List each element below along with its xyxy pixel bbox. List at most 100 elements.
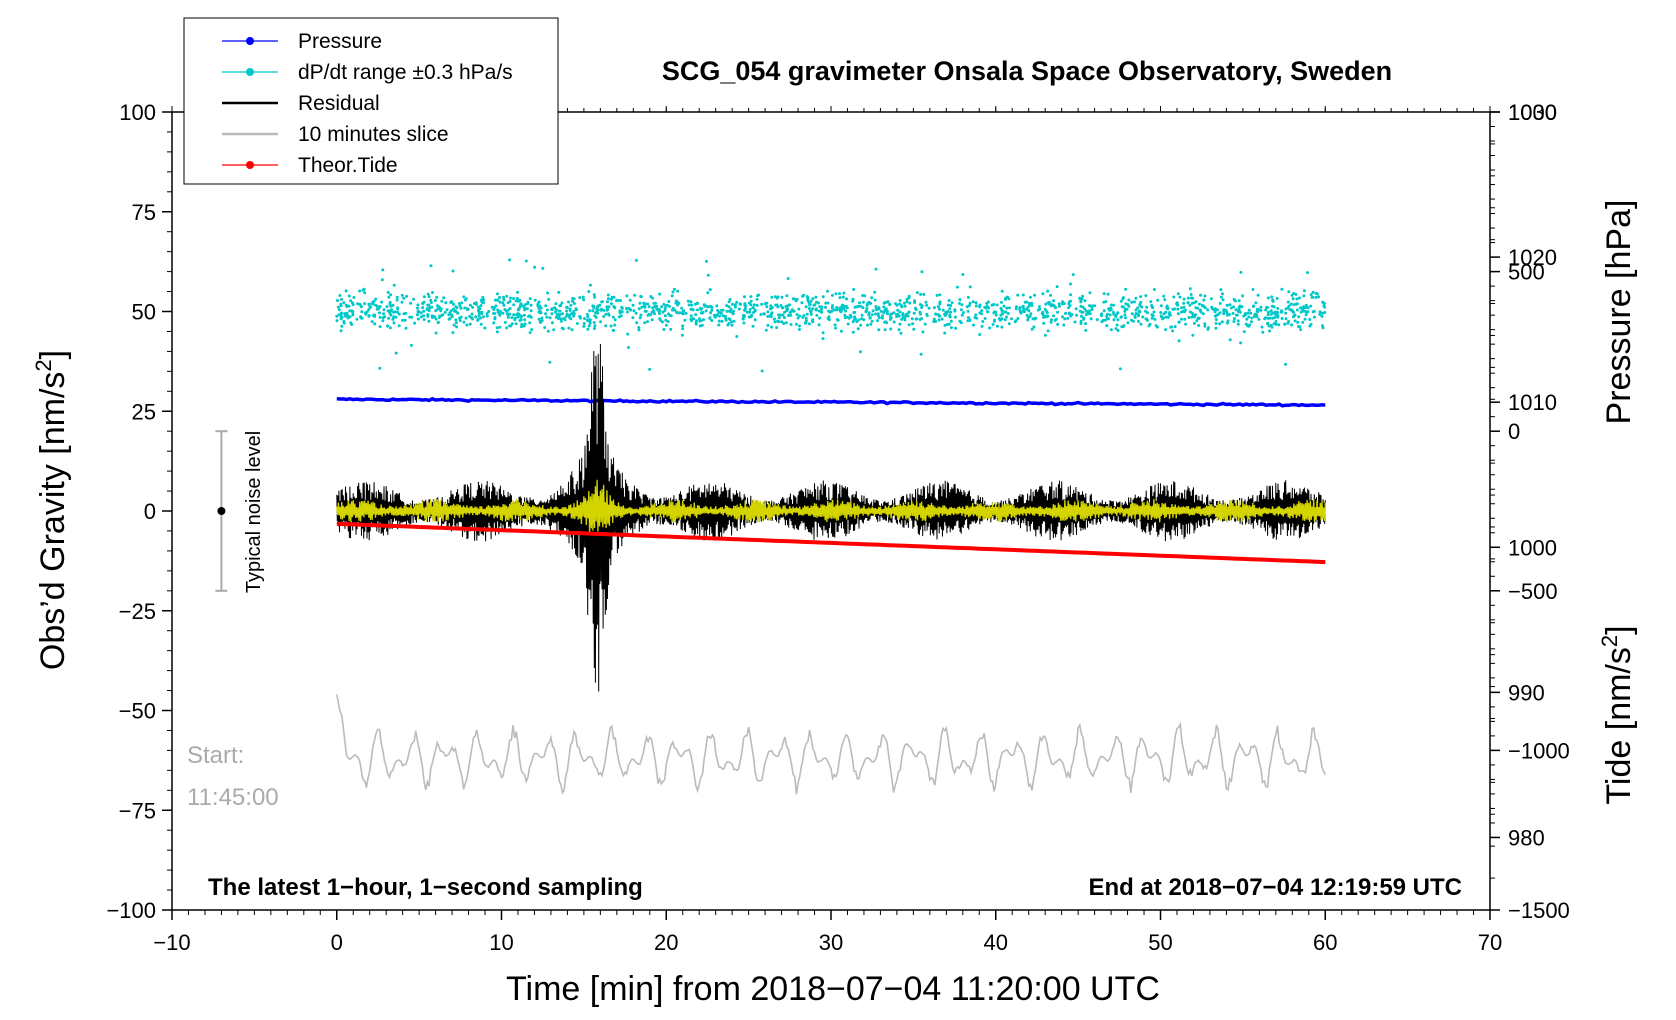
dpdt-point bbox=[1037, 305, 1041, 308]
dpdt-point bbox=[508, 307, 512, 310]
dpdt-point bbox=[422, 318, 426, 321]
dpdt-point bbox=[1003, 318, 1007, 322]
bottom-left-note: The latest 1−hour, 1−second sampling bbox=[208, 874, 643, 901]
dpdt-point bbox=[394, 315, 398, 319]
dpdt-point bbox=[454, 318, 458, 322]
dpdt-point bbox=[708, 288, 712, 292]
dpdt-point bbox=[745, 310, 749, 314]
dpdt-point bbox=[920, 270, 924, 274]
dpdt-point bbox=[804, 319, 808, 323]
dpdt-point bbox=[1124, 302, 1128, 306]
dpdt-point bbox=[958, 319, 962, 323]
dpdt-point bbox=[1293, 319, 1297, 323]
dpdt-point bbox=[971, 300, 975, 304]
dpdt-point bbox=[983, 317, 987, 320]
dpdt-point bbox=[1123, 309, 1127, 313]
dpdt-point bbox=[462, 320, 466, 324]
dpdt-point bbox=[730, 302, 734, 306]
dpdt-point bbox=[416, 303, 420, 307]
y-left-tick-label: −50 bbox=[119, 699, 156, 724]
dpdt-point bbox=[879, 309, 883, 313]
dpdt-point bbox=[843, 313, 847, 317]
dpdt-point bbox=[1159, 311, 1163, 314]
dpdt-point bbox=[748, 310, 752, 314]
dpdt-point bbox=[1209, 297, 1213, 301]
dpdt-point bbox=[559, 319, 563, 323]
dpdt-point bbox=[901, 312, 905, 316]
dpdt-point bbox=[898, 299, 902, 302]
dpdt-point bbox=[934, 312, 938, 316]
dpdt-point bbox=[1021, 304, 1025, 308]
dpdt-point bbox=[389, 293, 393, 297]
dpdt-point bbox=[886, 300, 890, 304]
dpdt-point bbox=[949, 304, 953, 307]
dpdt-point bbox=[817, 309, 821, 313]
dpdt-point bbox=[582, 324, 586, 328]
dpdt-point bbox=[680, 333, 684, 337]
dpdt-point bbox=[849, 314, 853, 318]
dpdt-point bbox=[727, 317, 731, 321]
dpdt-point bbox=[451, 331, 455, 335]
dpdt-point bbox=[921, 330, 925, 334]
dpdt-point bbox=[1284, 362, 1288, 366]
dpdt-point bbox=[1292, 310, 1295, 314]
dpdt-point bbox=[834, 292, 838, 296]
dpdt-point bbox=[343, 314, 347, 318]
dpdt-point bbox=[583, 317, 586, 320]
dpdt-point bbox=[1151, 306, 1155, 310]
dpdt-point bbox=[519, 303, 523, 307]
dpdt-point bbox=[545, 315, 549, 319]
dpdt-point bbox=[877, 328, 881, 332]
dpdt-point bbox=[1182, 305, 1186, 309]
dpdt-point bbox=[482, 298, 486, 302]
dpdt-point bbox=[908, 301, 912, 305]
dpdt-point bbox=[680, 311, 684, 315]
dpdt-point bbox=[813, 303, 817, 307]
dpdt-point bbox=[1232, 317, 1236, 321]
dpdt-point bbox=[1052, 314, 1055, 318]
dpdt-point bbox=[1108, 308, 1112, 312]
dpdt-point bbox=[1259, 305, 1263, 309]
dpdt-point bbox=[830, 293, 834, 297]
dpdt-point bbox=[523, 308, 527, 312]
dpdt-point bbox=[640, 305, 644, 309]
dpdt-point bbox=[1046, 329, 1050, 333]
dpdt-point bbox=[1140, 305, 1144, 309]
dpdt-point bbox=[1197, 316, 1201, 320]
dpdt-point bbox=[1088, 304, 1091, 308]
dpdt-point bbox=[402, 312, 406, 316]
dpdt-point bbox=[1229, 306, 1233, 310]
dpdt-point bbox=[1115, 313, 1119, 317]
bottom-right-note: End at 2018−07−04 12:19:59 UTC bbox=[1088, 874, 1462, 901]
dpdt-point bbox=[937, 318, 941, 322]
dpdt-point bbox=[593, 327, 596, 330]
dpdt-point bbox=[1270, 295, 1274, 299]
dpdt-point bbox=[578, 315, 582, 318]
dpdt-point bbox=[1189, 296, 1193, 300]
dpdt-point bbox=[1090, 305, 1094, 309]
dpdt-point bbox=[1061, 315, 1064, 319]
series-layer bbox=[215, 258, 1327, 795]
dpdt-point bbox=[474, 315, 478, 319]
dpdt-point bbox=[726, 323, 730, 327]
dpdt-point bbox=[1220, 320, 1224, 324]
dpdt-point bbox=[596, 304, 600, 308]
dpdt-point bbox=[1156, 298, 1160, 302]
dpdt-point bbox=[940, 317, 944, 321]
dpdt-point bbox=[337, 313, 341, 317]
dpdt-point bbox=[378, 315, 382, 319]
dpdt-point bbox=[609, 297, 613, 301]
dpdt-point bbox=[625, 310, 629, 314]
dpdt-point bbox=[1194, 306, 1198, 310]
dpdt-point bbox=[369, 305, 372, 309]
dpdt-point bbox=[651, 296, 655, 300]
dpdt-point bbox=[1102, 300, 1106, 304]
dpdt-point bbox=[367, 314, 371, 318]
dpdt-point bbox=[999, 313, 1003, 317]
dpdt-point bbox=[763, 312, 766, 316]
dpdt-point bbox=[851, 299, 855, 303]
legend-label: Theor.Tide bbox=[298, 154, 398, 177]
dpdt-point bbox=[918, 318, 922, 321]
dpdt-point bbox=[1287, 320, 1290, 323]
dpdt-point bbox=[1171, 329, 1175, 333]
